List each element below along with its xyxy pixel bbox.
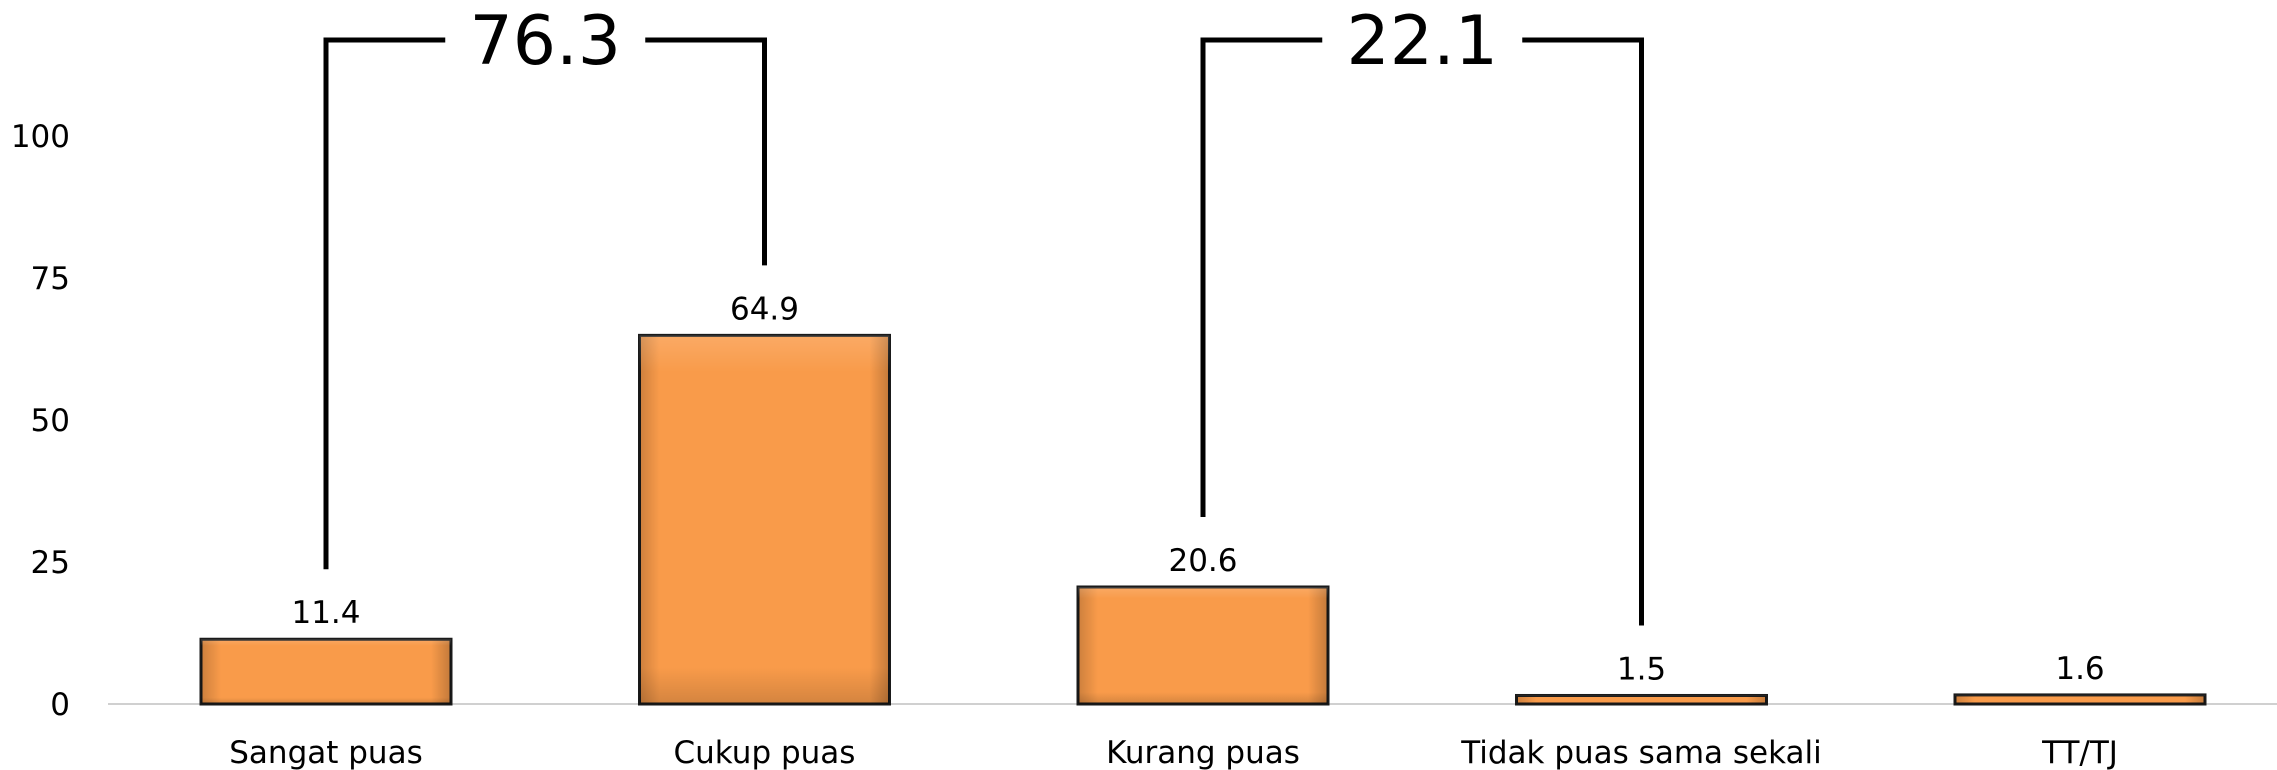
bar-shade: [201, 639, 451, 704]
category-label: Cukup puas: [674, 735, 856, 770]
group-bracket: 76.3: [323, 2, 767, 570]
bar-group: 11.4: [199, 595, 453, 706]
data-label: 1.5: [1617, 651, 1666, 687]
group-brackets: 76.3 22.1: [323, 2, 1644, 626]
data-label: 64.9: [730, 291, 799, 327]
category-label: Tidak puas sama sekali: [1460, 735, 1821, 770]
data-label: 20.6: [1168, 543, 1237, 579]
bar-shade: [1955, 694, 2205, 704]
bar-group: 1.5: [1515, 651, 1768, 706]
category-label: TT/TJ: [2041, 735, 2118, 770]
bracket-line-right: [1522, 37, 1644, 626]
y-tick-label: 100: [11, 119, 70, 155]
bars: 11.4 64.9 20.6 1.5 1.6: [199, 291, 2207, 706]
bar-shade: [639, 335, 890, 704]
bracket-line-left: [1200, 37, 1323, 517]
bracket-line-left: [323, 37, 446, 570]
bar-shade: [1078, 586, 1328, 704]
group-total-label: 22.1: [1347, 2, 1498, 81]
bracket-line-right: [645, 37, 767, 266]
bar-group: 1.6: [1953, 651, 2207, 706]
bar-group: 20.6: [1076, 543, 1330, 706]
group-total-label: 76.3: [470, 2, 621, 81]
y-axis: 0 25 50 75 100: [11, 119, 70, 723]
y-tick-label: 25: [31, 545, 70, 581]
y-tick-label: 75: [31, 261, 70, 297]
category-label: Kurang puas: [1106, 735, 1300, 770]
data-label: 1.6: [2055, 651, 2104, 687]
y-tick-label: 0: [50, 687, 70, 723]
y-tick-label: 50: [31, 403, 70, 439]
data-label: 11.4: [291, 595, 360, 631]
category-label: Sangat puas: [229, 735, 422, 770]
group-bracket: 22.1: [1200, 2, 1644, 626]
bar-group: 64.9: [638, 291, 891, 706]
category-labels: Sangat puas Cukup puas Kurang puas Tidak pu…: [229, 735, 2118, 770]
bar-shade: [1516, 695, 1767, 704]
